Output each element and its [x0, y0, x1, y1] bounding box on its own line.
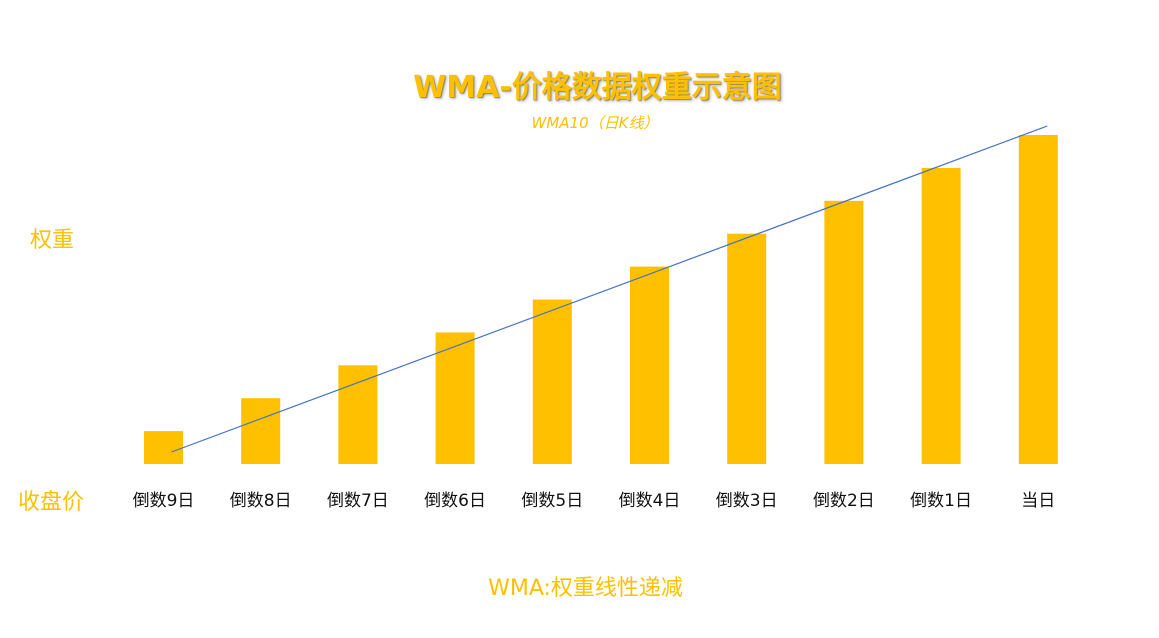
x-tick-label: 倒数3日 [716, 491, 778, 511]
x-tick-label: 倒数7日 [327, 491, 389, 511]
x-tick-label: 倒数4日 [619, 491, 681, 511]
x-tick-label: 倒数5日 [521, 491, 583, 511]
chart-subtitle: WMA10（日K线） [531, 114, 659, 132]
x-tick-label: 倒数9日 [133, 491, 195, 511]
y-axis-label: 权重 [30, 228, 75, 253]
bar-10 [1018, 135, 1058, 464]
tick-labels-layer: 倒数9日 倒数8日 倒数7日 倒数6日 倒数5日 倒数4日 倒数3日 倒数2日 倒数1日 当日 [133, 491, 1056, 511]
bar-3 [338, 365, 378, 464]
trend-line [171, 125, 1048, 453]
bar-8 [824, 200, 864, 465]
x-tick-label: 倒数8日 [230, 491, 292, 511]
bar-9 [921, 167, 961, 464]
bar-2 [241, 398, 281, 464]
x-tick-label: 倒数1日 [910, 491, 972, 511]
x-tick-label: 倒数6日 [424, 491, 486, 511]
bar-4 [435, 332, 475, 464]
footer-note: WMA:权重线性递减 [488, 576, 683, 601]
trend-line-layer [171, 125, 1048, 453]
bar-5 [532, 299, 572, 464]
x-axis-label: 收盘价 [18, 490, 85, 515]
chart-title: WMA-价格数据权重示意图 [413, 70, 782, 105]
bar-1 [144, 431, 183, 464]
x-tick-label: 倒数2日 [813, 491, 875, 511]
bar-7 [727, 233, 767, 464]
bar-6 [630, 266, 669, 464]
x-tick-label: 当日 [1021, 491, 1055, 511]
bars-layer [144, 135, 1058, 465]
